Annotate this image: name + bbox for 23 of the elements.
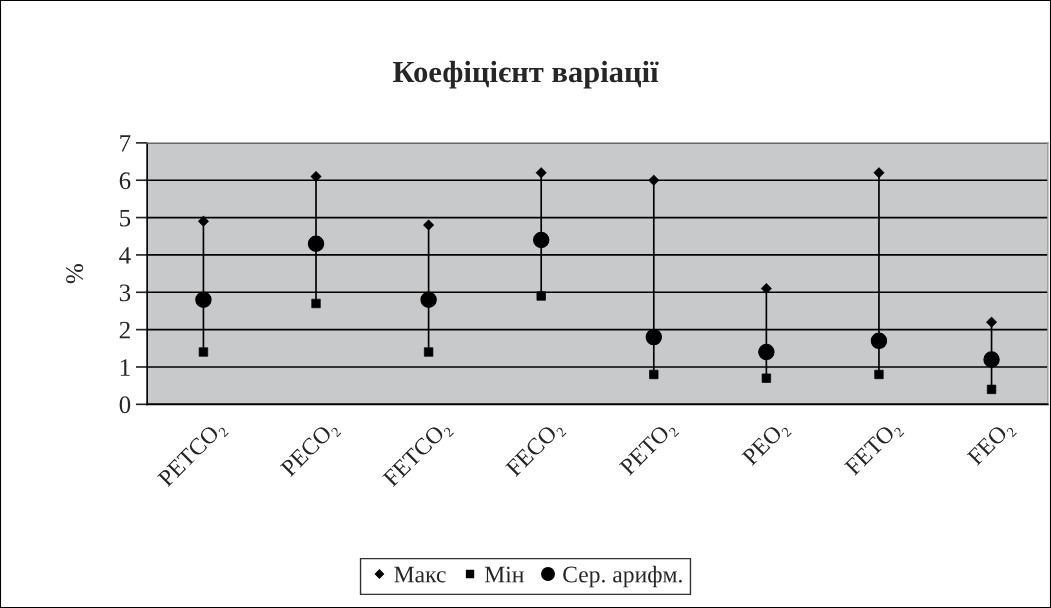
legend-label: Сер. арифм. [563, 565, 682, 588]
y-tick-label: 2 [119, 321, 130, 339]
point [758, 343, 775, 361]
y-tick-label: 0 [119, 396, 131, 414]
point [307, 235, 325, 252]
point [195, 291, 212, 308]
y-tick-label: 4 [119, 247, 131, 264]
legend-label: Макс [394, 566, 446, 583]
point [420, 291, 437, 308]
legend-label: Мін [484, 566, 524, 583]
point [983, 351, 1000, 368]
y-tick-label: 5 [120, 209, 131, 227]
y-tick-label: 6 [119, 172, 131, 190]
y-axis-title: % [66, 264, 84, 284]
y-tick-label: 1 [120, 359, 130, 376]
x-tick-label: FEO₂ [966, 418, 1017, 470]
point [645, 328, 662, 346]
point [870, 332, 888, 350]
point [532, 231, 550, 249]
x-tick-label: PEO₂ [741, 418, 792, 470]
y-tick-label: 3 [119, 284, 131, 302]
y-tick-label: 7 [120, 135, 131, 152]
chart-title: Коефіцієнт варіації [392, 60, 659, 89]
